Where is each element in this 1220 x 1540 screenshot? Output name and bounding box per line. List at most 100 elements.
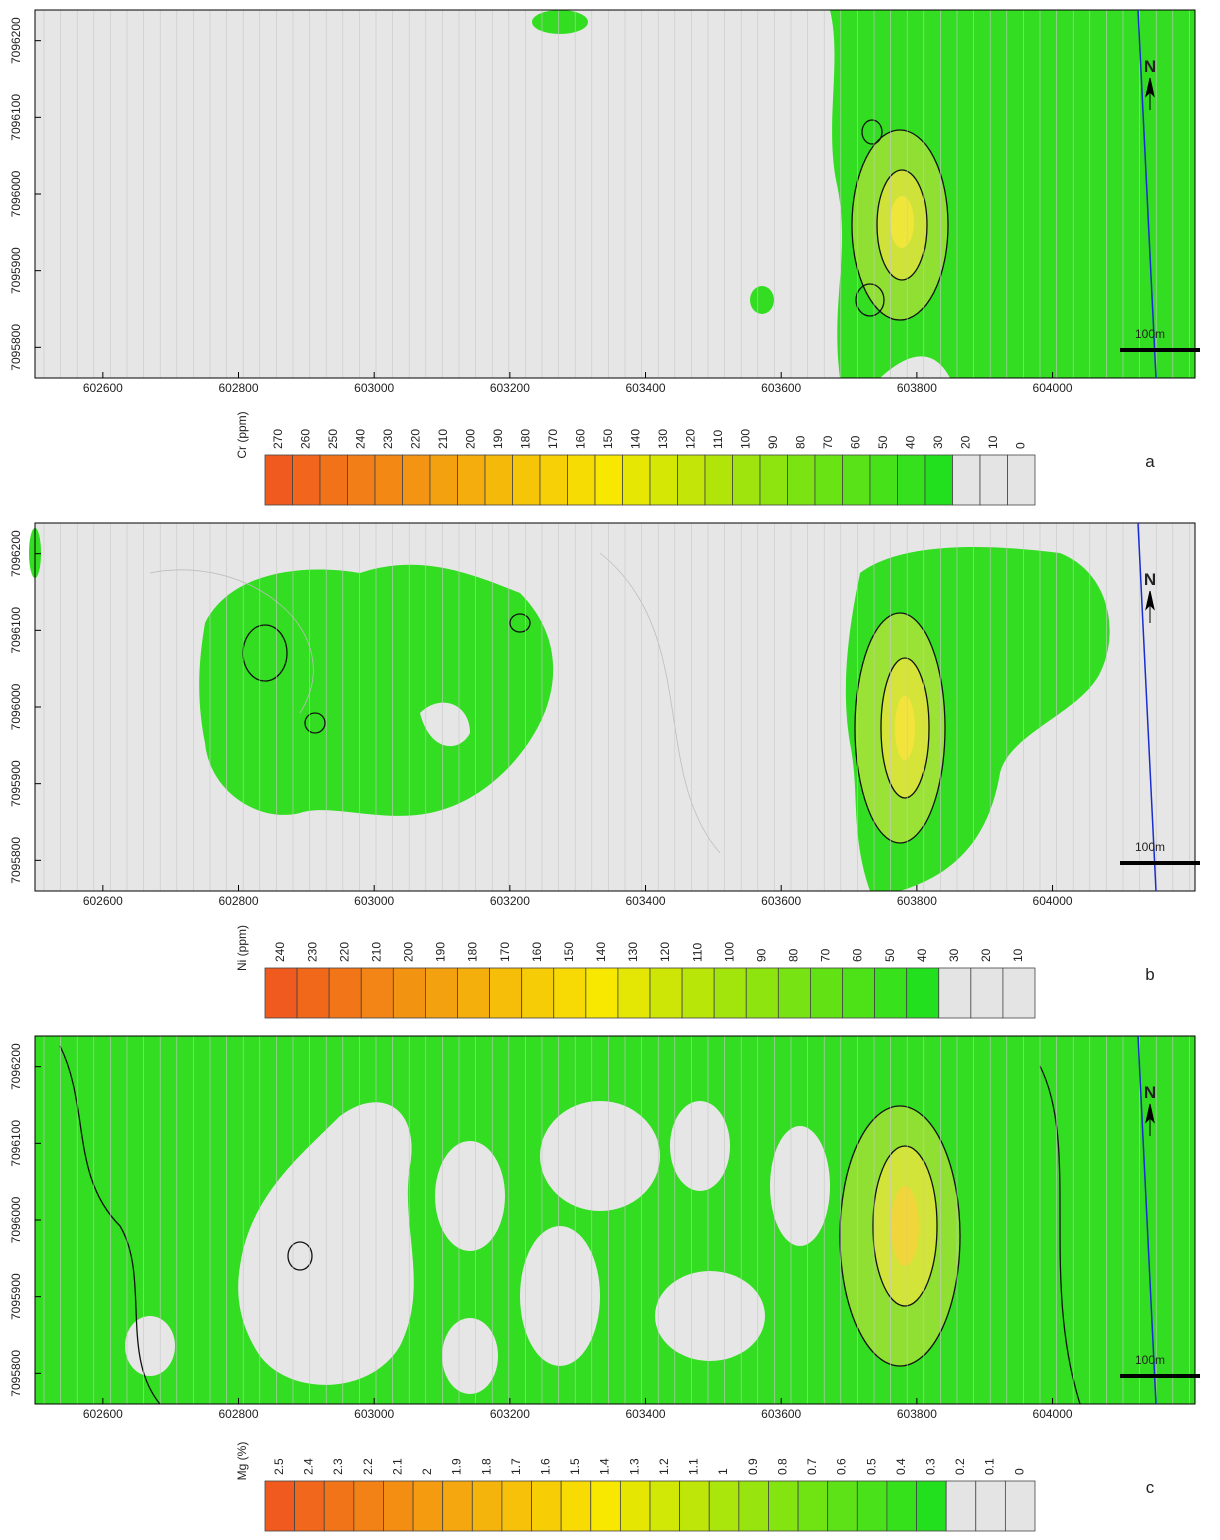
legend-tick-label: 1.9: [450, 1458, 464, 1475]
x-tick-label: 603800: [897, 1407, 937, 1421]
legend-tick-label: 2: [420, 1468, 434, 1475]
legend-swatch: [264, 1480, 296, 1532]
map-area: [35, 10, 1195, 378]
legend-tick-label: 0.8: [775, 1458, 789, 1475]
legend-swatch: [471, 1480, 503, 1532]
legend-tick-label: 30: [947, 948, 961, 962]
legend-tick-label: 200: [463, 429, 477, 449]
legend-tick-label: 270: [271, 429, 285, 449]
legend-swatch: [970, 967, 1004, 1019]
legend-tick-label: 80: [793, 435, 807, 449]
panel-label: b: [1145, 965, 1154, 984]
panel-c: 602600 602800 603000 603200 603400 603600 6038…: [9, 1035, 1200, 1532]
x-tick-label: 602600: [83, 894, 123, 908]
legend-tick-label: 130: [626, 942, 640, 962]
legend-tick-label: 140: [594, 942, 608, 962]
x-tick-label: 602800: [218, 381, 258, 395]
legend-tick-label: 0.7: [805, 1458, 819, 1475]
legend-tick-label: 50: [883, 948, 897, 962]
legend-tick-label: 20: [979, 948, 993, 962]
legend-tick-label: 100: [722, 942, 736, 962]
map-area: [35, 1036, 1195, 1405]
legend-tick-label: 1: [716, 1468, 730, 1475]
legend-swatch: [842, 967, 875, 1019]
legend-swatch: [916, 1480, 947, 1532]
legend-swatch: [897, 454, 926, 506]
legend-swatch: [429, 454, 458, 506]
y-tick-label: 7096100: [9, 607, 23, 654]
north-arrow: [1145, 1103, 1155, 1136]
legend-tick-label: 160: [530, 942, 544, 962]
legend-tick-label: 180: [466, 942, 480, 962]
north-label: N: [1144, 57, 1156, 76]
legend-swatch: [1002, 967, 1036, 1019]
y-tick-label: 7096100: [9, 94, 23, 141]
legend-tick-label: 90: [754, 948, 768, 962]
legend-tick-label: 210: [369, 942, 383, 962]
legend-tick-label: 1.4: [598, 1458, 612, 1475]
legend-swatch: [810, 967, 843, 1019]
legend-swatch: [952, 454, 981, 506]
x-tick-label: 603000: [354, 381, 394, 395]
x-tick-label: 603800: [897, 894, 937, 908]
legend-tick-label: 1.1: [687, 1458, 701, 1475]
legend-tick-label: 1.2: [657, 1458, 671, 1475]
legend-title: Ni (ppm): [235, 925, 249, 971]
legend-swatch: [856, 1480, 888, 1532]
legend-swatch: [264, 454, 293, 506]
legend-tick-label: 120: [658, 942, 672, 962]
legend-title: Cr (ppm): [235, 411, 249, 458]
x-tick-label: 602800: [218, 1407, 258, 1421]
legend-tick-label: 90: [766, 435, 780, 449]
legend-swatch: [392, 967, 426, 1019]
legend-tick-label: 110: [711, 430, 725, 449]
legend-swatch: [842, 454, 871, 506]
y-tick-label: 7095900: [9, 1273, 23, 1320]
legend-tick-label: 2.3: [331, 1458, 345, 1475]
legend-swatch: [353, 1480, 384, 1532]
y-tick-label: 7096200: [9, 530, 23, 577]
legend-swatch: [975, 1480, 1006, 1532]
legend-tick-label: 1.5: [568, 1458, 582, 1475]
scale-label: 100m: [1135, 327, 1165, 341]
legend-swatch: [759, 454, 788, 506]
legend-swatch: [945, 1480, 977, 1532]
legend-swatch: [619, 1480, 651, 1532]
legend-swatch: [323, 1480, 355, 1532]
legend-tick-label: 2.2: [361, 1458, 375, 1475]
x-tick-label: 603200: [490, 894, 530, 908]
x-tick-label: 603200: [490, 381, 530, 395]
legend-tick-label: 140: [628, 429, 642, 449]
legend-swatch: [292, 454, 321, 506]
legend-swatch: [1007, 454, 1036, 506]
legend-swatch: [590, 1480, 621, 1532]
legend-swatch: [484, 454, 513, 506]
legend-swatch: [745, 967, 779, 1019]
legend-tick-label: 110: [690, 943, 704, 962]
legend-tick-label: 1.6: [539, 1458, 553, 1475]
y-tick-label: 7096000: [9, 683, 23, 730]
legend-swatch: [617, 967, 651, 1019]
y-tick-label: 7096200: [9, 1043, 23, 1090]
legend-tick-label: 80: [787, 948, 801, 962]
legend-tick-label: 2.5: [272, 1458, 286, 1475]
legend-tick-label: 150: [562, 942, 576, 962]
legend-swatch: [713, 967, 747, 1019]
legend-swatch: [374, 454, 403, 506]
legend-swatch: [797, 1480, 829, 1532]
legend-swatch: [906, 967, 940, 1019]
legend-title: Mg (%): [235, 1442, 249, 1481]
scale-label: 100m: [1135, 1353, 1165, 1367]
x-tick-label: 604000: [1033, 381, 1073, 395]
legend-swatch: [296, 967, 330, 1019]
legend-swatch: [360, 967, 394, 1019]
x-tick-label: 602600: [83, 381, 123, 395]
legend-swatch: [924, 454, 953, 506]
legend-tick-label: 40: [903, 435, 917, 449]
legend-tick-label: 10: [1011, 948, 1025, 962]
legend-swatch: [567, 454, 596, 506]
legend-tick-label: 70: [819, 948, 833, 962]
legend-swatch: [677, 454, 706, 506]
legend-swatch: [649, 967, 683, 1019]
